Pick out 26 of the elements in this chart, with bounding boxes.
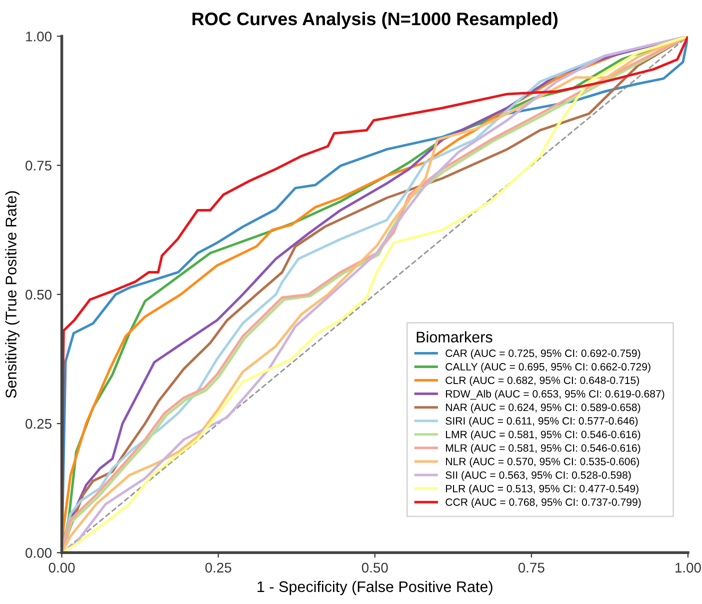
legend-label: CAR (AUC = 0.725, 95% CI: 0.692-0.759): [446, 349, 640, 360]
x-tick-label: 0.75: [518, 562, 544, 573]
legend-label: SII (AUC = 0.563, 95% CI: 0.528-0.598): [446, 471, 631, 481]
y-tick-label: 0.00: [26, 548, 52, 558]
legend-label: MLR (AUC = 0.581, 95% CI: 0.546-0.616): [446, 444, 640, 454]
x-tick-label: 0.00: [48, 562, 75, 573]
legend-label: CCR (AUC = 0.768, 95% CI: 0.737-0.799): [446, 498, 641, 508]
legend-label: CALLY (AUC = 0.695, 95% CI: 0.662-0.729): [446, 362, 650, 373]
legend-label: LMR (AUC = 0.581, 95% CI: 0.546-0.616): [446, 430, 640, 440]
x-tick-label: 0.50: [362, 562, 388, 573]
legend-label: PLR (AUC = 0.513, 95% CI: 0.477-0.549): [446, 484, 638, 494]
legend-label: NAR (AUC = 0.624, 95% CI: 0.589-0.658): [446, 403, 640, 414]
legend-title: Biomarkers: [416, 331, 492, 343]
legend-label: CLR (AUC = 0.682, 95% CI: 0.648-0.715): [446, 376, 639, 386]
legend-label: NLR (AUC = 0.570, 95% CI: 0.535-0.606): [446, 458, 639, 468]
chart-title: ROC Curves Analysis (N=1000 Resampled): [192, 12, 558, 29]
x-axis-title: 1 - Specificity (False Positive Rate): [258, 580, 492, 596]
y-tick-label: 0.75: [26, 160, 52, 171]
x-tick-label: 0.25: [205, 562, 232, 573]
legend-label: SIRI (AUC = 0.611, 95% CI: 0.577-0.646): [446, 416, 638, 427]
x-tick-label: 1.00: [676, 562, 701, 573]
y-tick-label: 0.50: [26, 290, 52, 300]
y-tick-label: 0.25: [26, 418, 52, 429]
legend-label: RDW_Alb (AUC = 0.653, 95% CI: 0.619-0.687): [446, 390, 664, 400]
y-tick-label: 1.00: [26, 32, 52, 42]
y-axis-title: Sensitivity (True Positive Rate): [5, 191, 20, 398]
